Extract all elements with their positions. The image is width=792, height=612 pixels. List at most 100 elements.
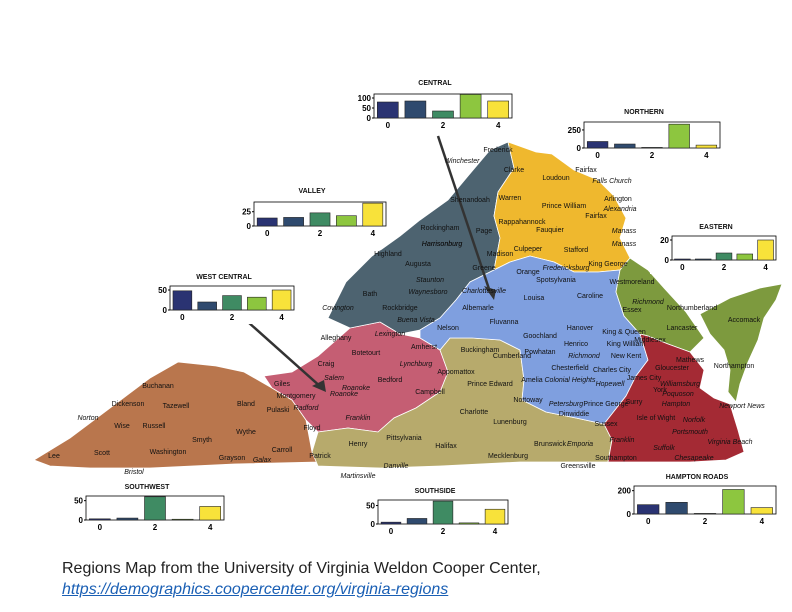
- bar-southwest-4: [199, 506, 221, 521]
- county-label: Campbell: [415, 389, 445, 396]
- region-hampton-roads: [603, 333, 745, 463]
- county-label: Greensville: [560, 463, 595, 470]
- county-label: King & Queen: [602, 329, 646, 336]
- ytick-label: 0: [163, 306, 168, 315]
- county-label: Caroline: [577, 293, 603, 300]
- xtick-label: 2: [153, 523, 158, 532]
- county-label: Lee: [48, 453, 60, 460]
- ytick-label: 200: [618, 487, 632, 496]
- arrow-west-central: [247, 321, 323, 389]
- bar-west_central-3: [247, 296, 267, 311]
- county-label: New Kent: [611, 353, 641, 360]
- county-label: Danville: [384, 463, 409, 470]
- county-label: Radford: [294, 405, 320, 412]
- county-label: Alleghany: [321, 335, 352, 342]
- county-label: Dickenson: [112, 401, 145, 408]
- bar-northern-0: [586, 141, 609, 149]
- arrow-west-central-head: [312, 380, 326, 392]
- xtick-label: 2: [650, 151, 655, 160]
- county-label: Salem: [324, 375, 344, 382]
- county-label: Franklin: [346, 415, 371, 422]
- county-label: Portsmouth: [672, 429, 708, 436]
- county-label: Mecklenburg: [488, 453, 528, 460]
- county-label: Fairfax: [575, 167, 597, 174]
- county-label: Henry: [349, 441, 368, 448]
- xtick-label: 0: [389, 527, 394, 536]
- chart-eastern-svg: 20 0 0 2 4: [660, 235, 777, 272]
- county-label: Staunton: [416, 277, 444, 284]
- xtick-label: 2: [722, 263, 727, 272]
- ytick-label: 50: [362, 104, 371, 113]
- county-label: Carroll: [272, 447, 293, 454]
- county-label: Amherst: [411, 344, 437, 351]
- county-label: Norfolk: [683, 417, 706, 424]
- county-label: Buena Vista: [397, 317, 435, 324]
- bar-northern-3: [668, 123, 690, 149]
- xtick-label: 0: [680, 263, 685, 272]
- county-label: Colonial Heights: [545, 377, 596, 384]
- caption-text: Regions Map from the University of Virgi…: [62, 560, 541, 577]
- county-label: Poquoson: [662, 391, 694, 398]
- county-label: Bland: [237, 401, 255, 408]
- bar-hampton_roads-0: [637, 504, 660, 515]
- county-label: Essex: [622, 307, 642, 314]
- xtick-label: 0: [386, 121, 391, 130]
- xtick-label: 2: [441, 121, 446, 130]
- county-label: Alexandria: [602, 206, 636, 213]
- county-label: Roanoke: [330, 391, 358, 398]
- bar-eastern-3: [736, 253, 754, 261]
- county-label: Warren: [499, 195, 522, 202]
- bar-eastern-1: [694, 258, 712, 261]
- county-label: Gloucester: [655, 365, 690, 372]
- bar-hampton_roads-3: [722, 489, 745, 515]
- county-label: York: [653, 387, 667, 394]
- county-label: Prince Edward: [467, 381, 513, 388]
- bar-southside-3: [458, 522, 480, 525]
- xtick-label: 0: [265, 229, 270, 238]
- county-label: Russell: [143, 423, 166, 430]
- county-label: Richmond: [568, 353, 601, 360]
- chart-northern-svg: 250 0 0 2 4: [568, 121, 721, 160]
- bar-valley-0: [256, 217, 278, 227]
- county-label: Petersburg: [549, 401, 583, 408]
- ytick-label: 100: [358, 94, 372, 103]
- county-label: Lexington: [375, 331, 405, 338]
- county-label: Buckingham: [461, 347, 500, 354]
- xtick-label: 0: [595, 151, 600, 160]
- county-label: Manass: [612, 228, 637, 235]
- ytick-label: 0: [247, 222, 252, 231]
- county-label: Halifax: [435, 443, 457, 450]
- county-label: Galax: [253, 457, 272, 464]
- chart-west_central-svg: 50 0 0 2 4: [158, 285, 295, 322]
- county-label: Charlotte: [460, 409, 489, 416]
- chart-central: 100 50 0 0 2 4 CENTRAL: [352, 80, 518, 132]
- bar-valley-4: [362, 202, 384, 227]
- county-label: Amelia: [521, 377, 543, 384]
- chart-eastern-title: EASTERN: [699, 224, 733, 231]
- chart-west-central-title: WEST CENTRAL: [196, 274, 252, 281]
- bar-southside-2: [432, 500, 454, 525]
- county-label: Fluvanna: [490, 319, 519, 326]
- region-central: [419, 255, 649, 425]
- ytick-label: 20: [660, 236, 669, 245]
- chart-valley: 25 0 0 2 4 VALLEY: [232, 188, 392, 240]
- county-label: Winchester: [445, 158, 481, 165]
- ytick-label: 0: [627, 510, 632, 519]
- county-label: Stafford: [564, 247, 588, 254]
- county-label: Culpeper: [514, 246, 543, 253]
- county-label: King George: [588, 261, 627, 268]
- ytick-label: 0: [371, 520, 376, 529]
- caption-link[interactable]: https://demographics.coopercenter.org/vi…: [62, 581, 449, 598]
- county-label: Bath: [363, 291, 378, 298]
- county-label: Buchanan: [142, 383, 174, 390]
- ytick-label: 250: [568, 126, 582, 135]
- county-label: Floyd: [303, 425, 320, 432]
- xtick-label: 4: [760, 517, 765, 526]
- bar-southwest-0: [89, 518, 111, 521]
- xtick-label: 2: [703, 517, 708, 526]
- chart-hampton-roads: 200 0 0 2 4 HAMPTON ROADS: [612, 474, 782, 528]
- county-label: Bristol: [124, 469, 144, 476]
- chart-southside-svg: 50 0 0 2 4: [366, 499, 509, 536]
